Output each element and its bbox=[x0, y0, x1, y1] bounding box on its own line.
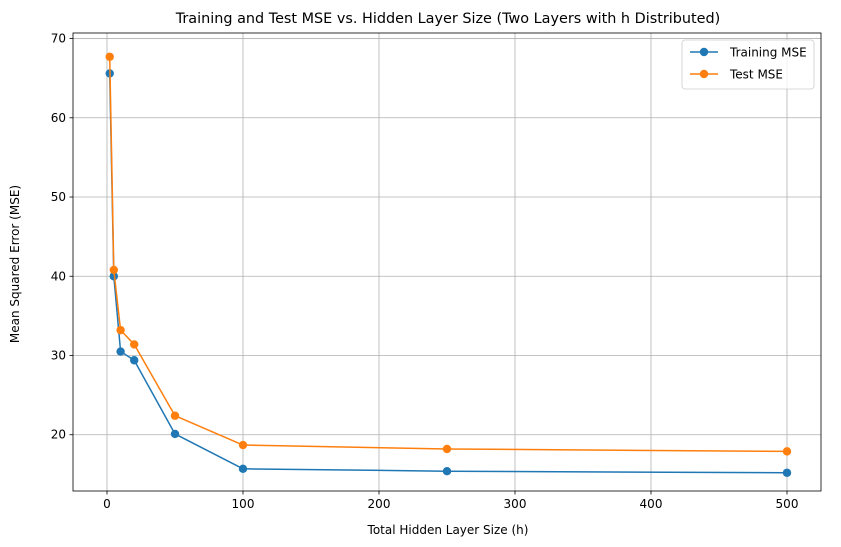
x-tick-label-2: 200 bbox=[368, 497, 391, 511]
legend-label-0: Training MSE bbox=[729, 46, 807, 60]
x-tick-label-1: 100 bbox=[232, 497, 255, 511]
y-tick-label-5: 70 bbox=[51, 32, 66, 46]
legend-marker-1 bbox=[699, 69, 709, 79]
legend-marker-0 bbox=[699, 47, 709, 57]
series-0-point-5 bbox=[238, 464, 248, 474]
x-tick-label-0: 0 bbox=[103, 497, 111, 511]
series-1-point-1 bbox=[109, 265, 119, 275]
series-0-point-6 bbox=[442, 466, 452, 476]
x-tick-label-5: 500 bbox=[776, 497, 799, 511]
axes-frame bbox=[72, 32, 822, 492]
x-tick-label-3: 300 bbox=[504, 497, 527, 511]
series-1-point-4 bbox=[170, 411, 180, 420]
series-1-point-3 bbox=[130, 340, 139, 349]
series-1-point-7 bbox=[782, 447, 792, 456]
legend: Training MSE Test MSE bbox=[681, 39, 815, 90]
y-tick-label-2: 40 bbox=[51, 269, 66, 283]
x-axis-label: Total Hidden Layer Size (h) bbox=[367, 523, 529, 537]
series-0-point-4 bbox=[170, 429, 180, 439]
y-tick-label-3: 50 bbox=[51, 190, 66, 204]
series-0-point-3 bbox=[130, 356, 139, 365]
legend-label-1: Test MSE bbox=[729, 68, 783, 82]
series-line-1 bbox=[108, 56, 788, 453]
series-1-point-6 bbox=[442, 444, 452, 454]
series-0-point-7 bbox=[782, 468, 792, 477]
series-0-point-2 bbox=[116, 347, 125, 356]
x-tick-label-4: 400 bbox=[640, 497, 663, 511]
series-1-point-5 bbox=[238, 440, 248, 450]
y-tick-label-1: 30 bbox=[51, 349, 66, 363]
y-tick-label-4: 60 bbox=[51, 111, 66, 125]
series-1-point-0 bbox=[105, 52, 114, 61]
series-line-0 bbox=[108, 73, 788, 474]
series-1-point-2 bbox=[116, 325, 125, 335]
chart-title: Training and Test MSE vs. Hidden Layer S… bbox=[175, 11, 721, 27]
y-tick-label-0: 20 bbox=[51, 428, 66, 442]
plot-area: 0 100 200 300 400 500 20 30 40 50 60 70 bbox=[51, 32, 822, 511]
y-axis-label: Mean Squared Error (MSE) bbox=[8, 185, 22, 343]
